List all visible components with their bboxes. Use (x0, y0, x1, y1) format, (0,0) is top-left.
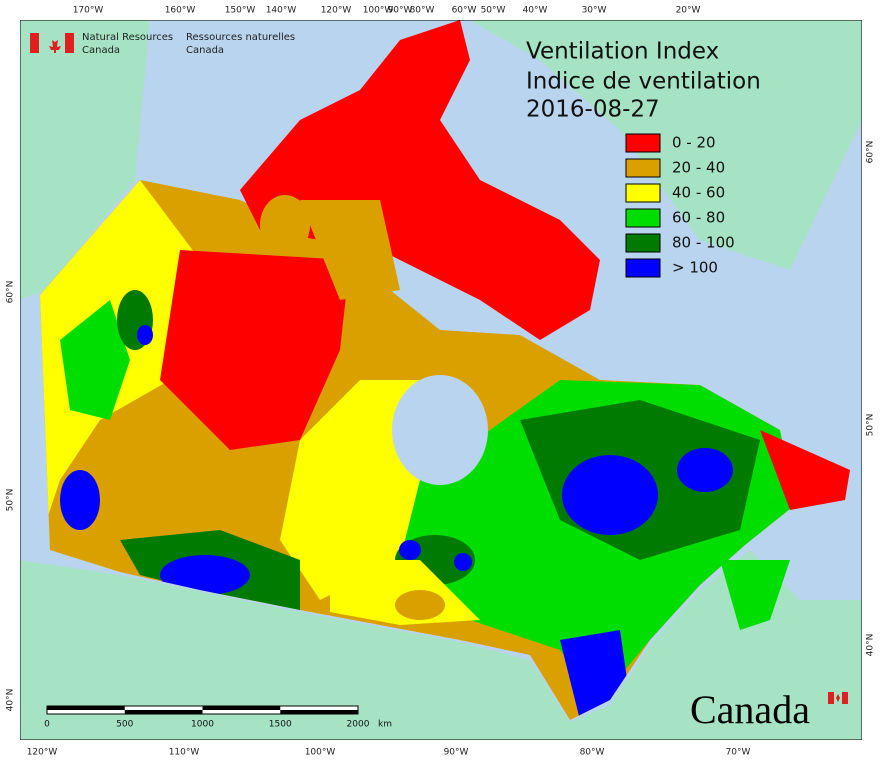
agency-name-en: Natural Resources (82, 32, 173, 43)
longitude-label: 80°W (410, 6, 435, 16)
longitude-label: 80°W (580, 748, 605, 758)
longitude-label: 100°W (305, 748, 336, 758)
scale-bar-label: 1000 (191, 720, 214, 730)
scale-bar: 0 500 1000 1500 2000 km (44, 705, 392, 730)
map-title: 2016-08-27 (526, 97, 660, 123)
scale-bar-label: 500 (116, 720, 133, 730)
longitude-label: 30°W (582, 6, 607, 16)
longitude-label: 50°W (481, 6, 506, 16)
legend-label: 0 - 20 (672, 134, 716, 152)
scale-bar-label: 0 (44, 720, 50, 730)
scale-bar-label: 2000 (347, 720, 370, 730)
latitude-label: 50°N (6, 489, 16, 512)
scale-bar-label: 1500 (269, 720, 292, 730)
legend-swatch (625, 183, 661, 203)
scale-bar-segment (47, 706, 125, 710)
longitude-label: 100°W (363, 6, 394, 16)
legend-swatch (625, 258, 661, 278)
legend-label: 60 - 80 (672, 209, 725, 227)
longitude-label: 150°W (225, 6, 256, 16)
longitude-label: 40°W (523, 6, 548, 16)
longitude-label: 120°W (27, 748, 58, 758)
legend-label: 20 - 40 (672, 159, 725, 177)
longitude-label: 170°W (73, 6, 104, 16)
legend-swatch (625, 158, 661, 178)
legend-swatch (625, 233, 661, 253)
scale-bar-segment (202, 706, 281, 710)
latitude-label: 40°N (866, 634, 876, 657)
longitude-label: 120°W (321, 6, 352, 16)
latitude-label: 60°N (6, 281, 16, 304)
map-title: Ventilation Index (526, 39, 719, 65)
legend-label: 40 - 60 (672, 184, 725, 202)
agency-name-fr: Canada (186, 45, 224, 56)
legend-label: > 100 (672, 259, 718, 277)
longitude-label: 90°W (444, 748, 469, 758)
legend-swatch (625, 208, 661, 228)
longitude-label: 160°W (165, 6, 196, 16)
scale-bar-segment (124, 710, 203, 714)
scale-bar-segment (280, 710, 358, 714)
longitude-label: 140°W (266, 6, 297, 16)
legend-label: 80 - 100 (672, 234, 735, 252)
agency-name-fr: Ressources naturelles (186, 32, 295, 43)
longitude-label: 60°W (452, 6, 477, 16)
longitude-label: 70°W (726, 748, 751, 758)
latitude-label: 40°N (6, 689, 16, 712)
latitude-label: 50°N (866, 414, 876, 437)
longitude-label: 110°W (169, 748, 200, 758)
longitude-label: 90°W (388, 6, 413, 16)
agency-name-en: Canada (82, 45, 120, 56)
canada-wordmark: Canada (690, 687, 810, 732)
map-title: Indice de ventilation (526, 69, 761, 95)
longitude-label: 20°W (676, 6, 701, 16)
legend-swatch (625, 133, 661, 153)
latitude-label: 60°N (866, 141, 876, 164)
map-body (20, 20, 862, 740)
scale-bar-unit: km (378, 720, 392, 730)
